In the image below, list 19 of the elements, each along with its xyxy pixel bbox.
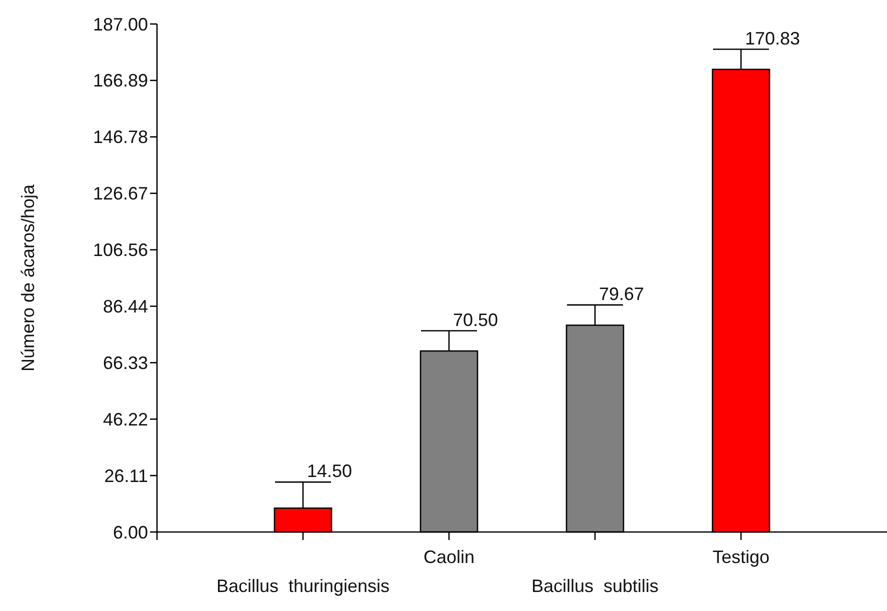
y-tick-label: 187.00	[92, 14, 148, 34]
y-tick-label: 126.67	[92, 184, 148, 204]
y-tick-label: 106.56	[92, 240, 148, 260]
x-tick-label: Bacillus thuringiensis	[216, 576, 390, 596]
y-axis-title: Número de ácaros/hoja	[18, 183, 38, 372]
data-label: 79.67	[599, 284, 644, 304]
y-tick-label: 6.00	[112, 522, 148, 542]
y-tick-label: 46.22	[102, 409, 148, 430]
x-tick-label: Testigo	[712, 547, 770, 567]
y-tick-label: 166.89	[92, 70, 148, 91]
y-tick-label: 146.78	[92, 127, 148, 148]
data-label: 170.83	[745, 28, 800, 48]
x-tick-label: Caolin	[423, 547, 475, 567]
data-label: 14.50	[307, 461, 352, 482]
data-label: 70.50	[453, 310, 498, 330]
y-tick-label: 26.11	[104, 466, 148, 486]
x-tick-label: Bacillus subtilis	[531, 576, 659, 596]
y-tick-label: 86.44	[102, 296, 148, 317]
y-tick-label: 66.33	[102, 352, 148, 373]
